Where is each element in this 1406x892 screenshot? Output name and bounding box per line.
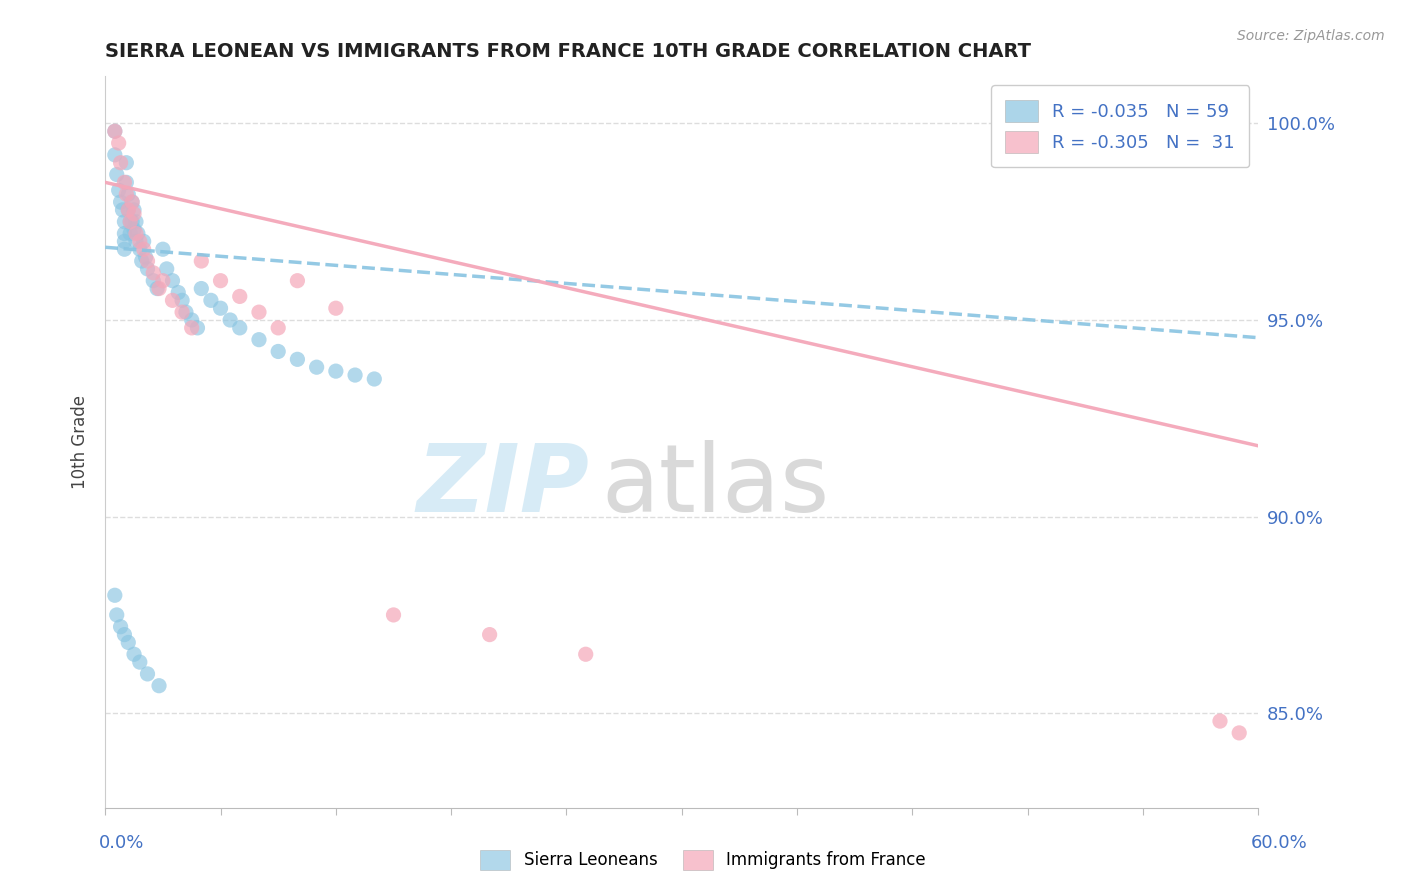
Point (128, 235, 150, 249)
Point (114, 242, 136, 256)
Point (122, 222, 145, 236)
Point (115, 175, 138, 189)
Point (110, 620, 132, 634)
Text: atlas: atlas (602, 440, 830, 532)
Point (382, 607, 405, 622)
Point (135, 250, 157, 264)
Point (1209, 714, 1232, 728)
Point (110, 195, 132, 210)
Point (247, 333, 270, 347)
Point (167, 285, 190, 300)
Point (146, 281, 169, 295)
Point (162, 274, 184, 288)
Text: 0.0%: 0.0% (98, 834, 143, 852)
Point (115, 187, 138, 202)
Point (121, 215, 143, 229)
Point (186, 321, 208, 335)
Point (152, 274, 174, 288)
Point (104, 124, 127, 138)
Point (122, 647, 145, 661)
Point (200, 293, 222, 308)
Point (125, 227, 148, 241)
Point (1227, 726, 1250, 740)
Point (104, 588, 127, 602)
Point (117, 635, 139, 649)
Point (142, 274, 165, 288)
Y-axis label: 10th Grade: 10th Grade (72, 395, 89, 489)
Point (132, 242, 155, 256)
Text: 60.0%: 60.0% (1251, 834, 1308, 852)
Text: ZIP: ZIP (416, 440, 589, 532)
Point (136, 261, 159, 276)
Point (128, 242, 150, 256)
Point (121, 195, 143, 210)
Point (190, 254, 212, 268)
Point (267, 344, 290, 359)
Point (287, 274, 309, 288)
Point (267, 321, 290, 335)
Text: SIERRA LEONEAN VS IMMIGRANTS FROM FRANCE 10TH GRADE CORRELATION CHART: SIERRA LEONEAN VS IMMIGRANTS FROM FRANCE… (105, 42, 1031, 61)
Legend: Sierra Leoneans, Immigrants from France: Sierra Leoneans, Immigrants from France (474, 843, 932, 877)
Point (229, 289, 252, 303)
Point (156, 261, 179, 276)
Point (104, 124, 127, 138)
Point (363, 372, 385, 386)
Point (478, 627, 501, 641)
Point (575, 647, 598, 661)
Point (114, 235, 136, 249)
Point (120, 227, 142, 241)
Point (247, 305, 270, 319)
Point (148, 281, 170, 295)
Point (325, 364, 347, 378)
Point (180, 321, 202, 335)
Point (131, 254, 153, 268)
Point (117, 187, 139, 202)
Point (107, 183, 129, 197)
Point (127, 227, 149, 241)
Point (115, 155, 138, 169)
Point (172, 293, 194, 308)
Point (120, 215, 142, 229)
Point (209, 301, 232, 316)
Point (325, 301, 347, 316)
Point (132, 235, 155, 249)
Point (117, 202, 139, 217)
Point (174, 305, 197, 319)
Point (114, 215, 136, 229)
Point (172, 305, 194, 319)
Point (136, 254, 159, 268)
Point (128, 655, 150, 669)
Point (114, 175, 136, 189)
Legend: R = -0.035   N = 59, R = -0.305   N =  31: R = -0.035 N = 59, R = -0.305 N = 31 (991, 86, 1250, 167)
Point (117, 202, 139, 217)
Point (152, 242, 174, 256)
Point (344, 368, 367, 382)
Point (105, 168, 128, 182)
Point (125, 235, 148, 249)
Point (120, 215, 142, 229)
Point (105, 607, 128, 622)
Point (162, 293, 184, 308)
Point (180, 313, 202, 327)
Point (121, 195, 143, 210)
Point (287, 352, 309, 367)
Point (110, 155, 132, 169)
Point (114, 227, 136, 241)
Point (104, 148, 127, 162)
Point (107, 136, 129, 150)
Point (209, 274, 232, 288)
Point (190, 281, 212, 295)
Text: Source: ZipAtlas.com: Source: ZipAtlas.com (1237, 29, 1385, 43)
Point (229, 321, 252, 335)
Point (122, 207, 145, 221)
Point (142, 266, 165, 280)
Point (148, 679, 170, 693)
Point (219, 313, 242, 327)
Point (136, 667, 159, 681)
Point (122, 202, 145, 217)
Point (114, 627, 136, 641)
Point (111, 202, 134, 217)
Point (125, 215, 148, 229)
Point (305, 360, 328, 375)
